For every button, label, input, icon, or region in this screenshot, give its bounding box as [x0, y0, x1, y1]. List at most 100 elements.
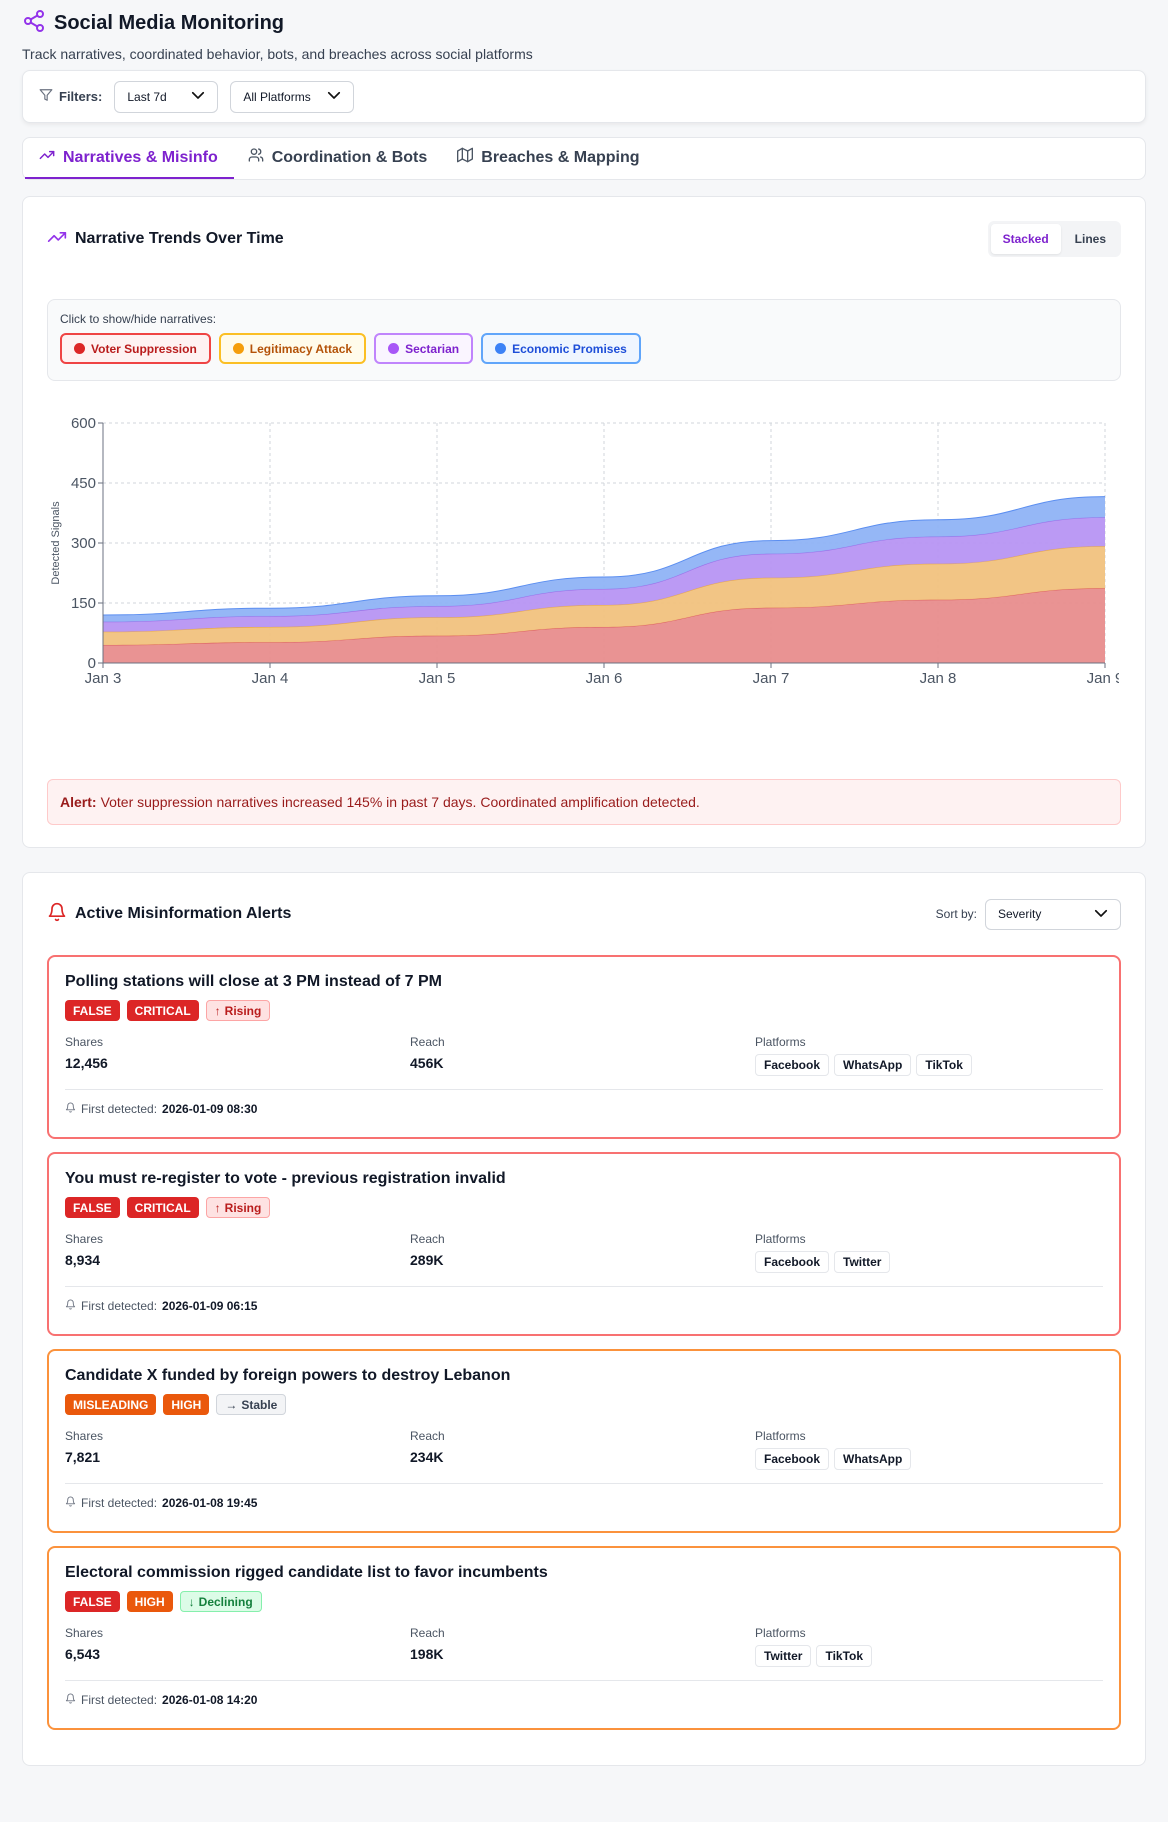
trend-label: Rising [224, 1200, 262, 1215]
first-detected: First detected: 2026-01-08 19:45 [65, 1483, 1103, 1510]
legend-color-dot [74, 343, 85, 354]
trend-label: Declining [198, 1594, 253, 1609]
shares-metric: Shares 7,821 [65, 1429, 410, 1470]
chevron-down-icon [315, 86, 343, 107]
narrative-trends-card: Narrative Trends Over Time Stacked Lines… [22, 196, 1146, 848]
shares-metric: Shares 8,934 [65, 1232, 410, 1273]
alert-badges: FALSE CRITICAL ↑ Rising [65, 1197, 1103, 1218]
alerts-title-group: Active Misinformation Alerts [47, 902, 291, 927]
chevron-down-icon [1082, 904, 1110, 925]
platform-list: Facebook WhatsApp TikTok [755, 1054, 1100, 1076]
legend-toggle-legitimacy-attack[interactable]: Legitimacy Attack [218, 333, 367, 364]
legend-toggle-voter-suppression[interactable]: Voter Suppression [60, 333, 211, 364]
reach-value: 289K [410, 1252, 444, 1268]
platform-chip: Twitter [755, 1645, 812, 1667]
trend-arrow-icon: ↑ [214, 1003, 221, 1018]
x-tick-label: Jan 4 [252, 670, 289, 687]
verdict-badge: FALSE [65, 1591, 120, 1612]
reach-metric: Reach 198K [410, 1626, 755, 1667]
legend-label: Voter Suppression [91, 341, 197, 356]
narrative-trends-title: Narrative Trends Over Time [75, 230, 284, 247]
platform-chip: TikTok [916, 1054, 972, 1076]
platform-list: Twitter TikTok [755, 1645, 1100, 1667]
lines-button[interactable]: Lines [1074, 232, 1106, 246]
page-header: Social Media Monitoring Track narratives… [22, 0, 1146, 70]
alert-title: Electoral commission rigged candidate li… [65, 1564, 548, 1581]
detected-timestamp: 2026-01-09 08:30 [162, 1102, 258, 1116]
platform-chip: TikTok [816, 1645, 873, 1667]
page-title: Social Media Monitoring [54, 12, 285, 34]
legend-color-dot [388, 343, 400, 354]
verdict-badge: MISLEADING [65, 1394, 157, 1415]
trend-alert-banner: Alert: Voter suppression narratives incr… [47, 779, 1121, 825]
tab-label: Coordination & Bots [271, 148, 428, 166]
alert-card[interactable]: Polling stations will close at 3 PM inst… [47, 955, 1121, 1139]
legend-hint: Click to show/hide narratives: [60, 312, 217, 326]
trend-badge: ↓ Declining [179, 1591, 262, 1612]
severity-badge: HIGH [163, 1394, 210, 1415]
x-tick-label: Jan 9 [1087, 670, 1119, 687]
severity-badge: CRITICAL [126, 1000, 199, 1021]
users-icon [248, 147, 264, 168]
alert-card[interactable]: Electoral commission rigged candidate li… [47, 1546, 1121, 1730]
platform-chip: Facebook [755, 1251, 830, 1273]
alert-metrics: Shares 7,821 Reach 234K Platforms Facebo… [65, 1429, 1103, 1470]
platforms-metric: Platforms Twitter TikTok [755, 1626, 1100, 1667]
filters-label: Filters: [59, 89, 103, 104]
metric-label: Platforms [755, 1429, 806, 1443]
trend-arrow-icon: ↓ [188, 1594, 195, 1609]
legend-toggle-economic-promises[interactable]: Economic Promises [481, 333, 641, 364]
alert-metrics: Shares 8,934 Reach 289K Platforms Facebo… [65, 1232, 1103, 1273]
shares-value: 12,456 [65, 1055, 108, 1071]
alert-title: Polling stations will close at 3 PM inst… [65, 973, 442, 990]
platform-chip: Facebook [755, 1054, 830, 1076]
detected-label: First detected: [81, 1299, 158, 1313]
alert-card[interactable]: You must re-register to vote - previous … [47, 1152, 1121, 1336]
metric-label: Shares [65, 1035, 104, 1049]
reach-value: 456K [410, 1055, 444, 1071]
platform-list: Facebook WhatsApp [755, 1448, 1100, 1470]
tab-narratives[interactable]: Narratives & Misinfo [25, 138, 234, 179]
alerts-title: Active Misinformation Alerts [75, 905, 292, 922]
platform-chip: Facebook [755, 1448, 830, 1470]
platforms-metric: Platforms Facebook WhatsApp [755, 1429, 1100, 1470]
stacked-button[interactable]: Stacked [990, 224, 1061, 254]
legend-color-dot [232, 343, 244, 354]
shares-metric: Shares 6,543 [65, 1626, 410, 1667]
area-sectarian [103, 517, 1105, 632]
alert-list: Polling stations will close at 3 PM inst… [47, 955, 1121, 1730]
shares-metric: Shares 12,456 [65, 1035, 410, 1076]
alert-text: Voter suppression narratives increased 1… [100, 794, 700, 810]
tab-label: Breaches & Mapping [481, 148, 640, 166]
tab-coordination[interactable]: Coordination & Bots [234, 138, 444, 179]
reach-metric: Reach 289K [410, 1232, 755, 1273]
reach-value: 234K [410, 1449, 444, 1465]
trend-label: Stable [241, 1397, 278, 1412]
bell-icon [65, 1299, 76, 1313]
legend-toggle-sectarian[interactable]: Sectarian [374, 333, 474, 364]
sort-select[interactable]: Severity [985, 898, 1121, 930]
detected-timestamp: 2026-01-09 06:15 [162, 1299, 258, 1313]
map-icon [457, 147, 474, 168]
severity-badge: HIGH [126, 1591, 173, 1612]
shares-value: 8,934 [65, 1252, 101, 1268]
metric-label: Shares [65, 1232, 104, 1246]
metric-label: Platforms [755, 1232, 806, 1246]
severity-badge: CRITICAL [126, 1197, 199, 1218]
detected-timestamp: 2026-01-08 19:45 [162, 1496, 258, 1510]
misinformation-alerts-card: Active Misinformation Alerts Sort by: Se… [22, 872, 1146, 1766]
metric-label: Reach [410, 1232, 445, 1246]
trend-badge: ↑ Rising [205, 1000, 271, 1021]
x-tick-label: Jan 6 [586, 670, 623, 687]
trend-chart-svg: 0 150 300 450 600 Jan 3 Jan 4 Jan 5 Jan 6 Jan 7 Ja… [50, 415, 1123, 687]
trending-up-icon [47, 227, 67, 252]
narrative-trends-chart: 0 150 300 450 600 Jan 3 Jan 4 Jan 5 Jan 6 Jan 7 Ja… [47, 405, 1123, 750]
tab-breaches[interactable]: Breaches & Mapping [443, 138, 655, 179]
time-range-select[interactable]: Last 7d [114, 80, 219, 113]
sort-value: Severity [998, 907, 1042, 921]
reach-value: 198K [410, 1646, 444, 1662]
alert-label: Alert: [60, 794, 97, 810]
platform-select[interactable]: All Platforms [230, 80, 355, 113]
alert-card[interactable]: Candidate X funded by foreign powers to … [47, 1349, 1121, 1533]
alert-badges: FALSE HIGH ↓ Declining [65, 1591, 1103, 1612]
